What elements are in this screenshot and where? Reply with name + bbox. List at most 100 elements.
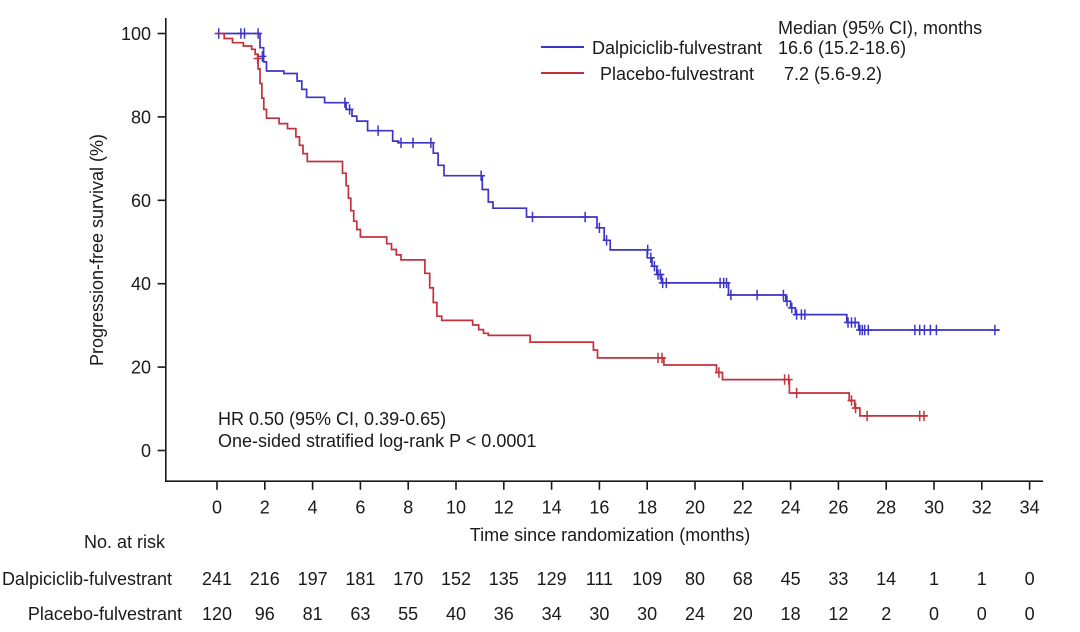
- risk-row-label-dalpiciclib: Dalpiciclib-fulvestrant: [2, 569, 172, 589]
- censor-mark: [253, 53, 262, 64]
- legend-label-placebo: Placebo-fulvestrant: [600, 64, 754, 84]
- risk-count: 109: [632, 569, 662, 589]
- censor-mark: [602, 235, 611, 246]
- censor-mark: [258, 51, 267, 62]
- censor-mark: [800, 309, 809, 320]
- censor-mark: [254, 28, 263, 39]
- x-tick-label: 14: [542, 498, 562, 518]
- censor-mark: [864, 324, 873, 336]
- censor-mark: [643, 244, 652, 256]
- risk-count: 14: [876, 569, 896, 589]
- y-tick-label: 40: [131, 274, 151, 294]
- censor-mark: [851, 402, 860, 414]
- legend-label-dalpiciclib: Dalpiciclib-fulvestrant: [592, 38, 762, 58]
- x-tick-label: 0: [212, 498, 222, 518]
- x-tick-label: 34: [1020, 498, 1040, 518]
- x-tick-label: 18: [637, 498, 657, 518]
- censor-mark: [787, 302, 796, 314]
- x-tick-label: 22: [733, 498, 753, 518]
- pvalue-annotation: One-sided stratified log-rank P < 0.0001: [218, 431, 536, 451]
- x-tick-label: 30: [924, 498, 944, 518]
- censor-mark: [792, 387, 801, 399]
- risk-count: 216: [250, 569, 280, 589]
- risk-count: 0: [929, 604, 939, 624]
- censor-mark: [779, 289, 788, 301]
- risk-count: 36: [494, 604, 514, 624]
- censor-mark: [650, 261, 659, 272]
- x-tick-label: 24: [781, 498, 801, 518]
- x-tick-label: 20: [685, 498, 705, 518]
- legend: Median (95% CI), months Dalpiciclib-fulv…: [541, 18, 982, 84]
- risk-row-label-placebo: Placebo-fulvestrant: [28, 604, 182, 624]
- censor-mark: [783, 296, 791, 307]
- y-tick-label: 0: [141, 441, 151, 461]
- censor-mark: [920, 410, 928, 422]
- x-tick-label: 32: [972, 498, 992, 518]
- legend-title: Median (95% CI), months: [778, 18, 982, 38]
- risk-count: 120: [202, 604, 232, 624]
- censor-mark: [863, 410, 872, 422]
- dalpiciclib-curve: [217, 32, 1000, 331]
- risk-count: 1: [929, 569, 939, 589]
- axis-spines: [165, 18, 1043, 482]
- risk-count: 111: [586, 569, 613, 589]
- risk-count: 55: [398, 604, 418, 624]
- risk-counts: 241 216 197 181 170 152 135 129 111 109 80 68 45 33 14…: [202, 569, 1035, 624]
- risk-table-title: No. at risk: [84, 532, 166, 552]
- censor-mark: [409, 137, 417, 148]
- censor-mark: [784, 374, 793, 385]
- risk-count: 63: [350, 604, 370, 624]
- censor-mark: [722, 277, 731, 289]
- censor-mark: [851, 317, 860, 328]
- risk-count: 152: [441, 569, 471, 589]
- placebo-curve: [217, 32, 927, 417]
- censor-mark: [656, 269, 665, 280]
- y-tick-label: 80: [131, 107, 151, 127]
- legend-median-dalpiciclib: 16.6 (15.2-18.6): [778, 38, 906, 58]
- risk-count: 96: [255, 604, 275, 624]
- censor-mark: [990, 324, 999, 336]
- censor-mark: [374, 125, 383, 136]
- censor-mark: [477, 170, 486, 181]
- risk-count: 40: [446, 604, 466, 624]
- risk-table: No. at risk Dalpiciclib-fulvestrant Plac…: [2, 532, 1035, 624]
- censor-mark: [753, 289, 762, 301]
- risk-count: 135: [489, 569, 519, 589]
- risk-count: 181: [345, 569, 375, 589]
- censor-mark: [646, 252, 655, 263]
- risk-count: 12: [828, 604, 848, 624]
- censor-mark: [847, 395, 856, 406]
- censor-mark: [528, 211, 537, 223]
- censor-mark: [726, 289, 735, 301]
- x-tick-label: 12: [494, 498, 514, 518]
- y-axis-title: Progression-free survival (%): [87, 134, 107, 366]
- censor-mark: [662, 277, 671, 289]
- survival-curves: [214, 28, 1000, 422]
- y-tick-label: 100: [121, 24, 151, 44]
- x-tick-label: 4: [308, 498, 318, 518]
- censor-mark: [397, 137, 405, 148]
- risk-count: 45: [781, 569, 801, 589]
- censor-mark: [714, 367, 723, 378]
- x-tick-label: 6: [355, 498, 365, 518]
- placebo-censor-marks: [253, 53, 928, 422]
- censor-mark: [658, 352, 666, 364]
- risk-count: 33: [828, 569, 848, 589]
- y-tick-label: 20: [131, 358, 151, 378]
- risk-count: 0: [1025, 604, 1035, 624]
- censor-mark: [581, 211, 590, 223]
- stats-annotation: HR 0.50 (95% CI, 0.39-0.65) One-sided st…: [218, 409, 536, 451]
- y-tick-label: 60: [131, 191, 151, 211]
- x-tick-label: 10: [446, 498, 466, 518]
- risk-count: 24: [685, 604, 705, 624]
- risk-count: 0: [1025, 569, 1035, 589]
- censor-mark: [240, 28, 249, 39]
- x-tick-label: 16: [589, 498, 609, 518]
- risk-count: 30: [637, 604, 657, 624]
- risk-count: 30: [589, 604, 609, 624]
- censor-mark: [932, 324, 941, 336]
- x-tick-label: 2: [260, 498, 270, 518]
- x-tick-label: 26: [828, 498, 848, 518]
